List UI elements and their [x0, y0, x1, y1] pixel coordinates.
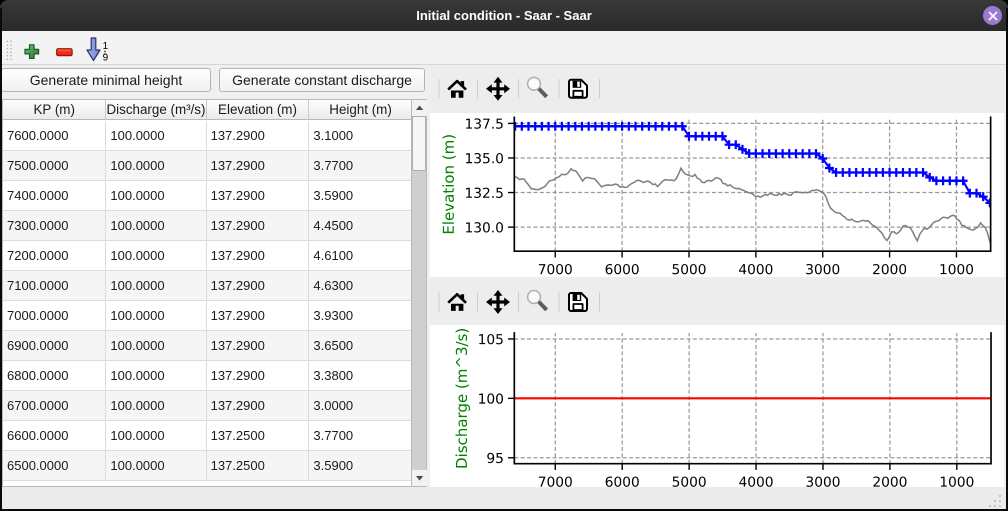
- svg-text:1: 1: [103, 41, 109, 52]
- svg-text:9: 9: [103, 53, 109, 64]
